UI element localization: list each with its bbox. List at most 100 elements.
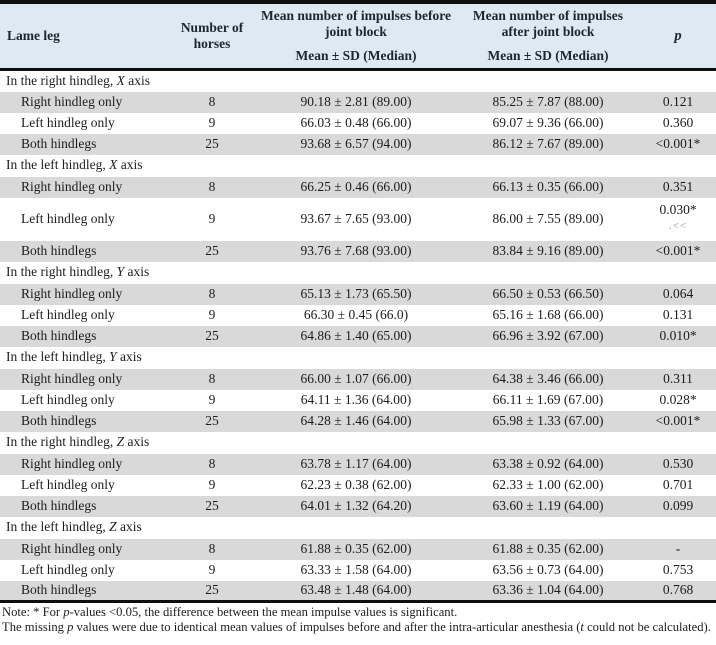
section-header-row: In the left hindleg, Z axis <box>0 516 716 539</box>
table-row: Right hindleg only 8 66.00 ± 1.07 (66.00… <box>0 368 716 390</box>
cell-p: 0.311 <box>640 368 716 390</box>
table-row: Right hindleg only 8 90.18 ± 2.81 (89.00… <box>0 91 716 113</box>
section-title-prefix: In the right hindleg, <box>6 72 117 88</box>
cell-p: 0.753 <box>662 561 694 577</box>
section-title-prefix: In the left hindleg, <box>6 519 110 535</box>
footnote-text: values were due to identical mean values… <box>73 620 581 635</box>
table-row: Both hindlegs 25 93.76 ± 7.68 (93.00) 83… <box>0 240 716 262</box>
column-header-lame-leg: Lame leg <box>0 2 168 71</box>
cell-horses: 9 <box>208 561 216 577</box>
cell-p: 0.030* .<< <box>640 198 716 241</box>
cell-p: <0.001* <box>640 240 716 262</box>
cell-horses: 9 <box>208 306 216 322</box>
cell-after: 83.84 ± 9.16 (89.00) <box>456 240 640 262</box>
cell-after: 85.25 ± 7.87 (88.00) <box>456 91 640 113</box>
cell-label: Left hindleg only <box>21 476 115 492</box>
section-axis: Y <box>116 264 125 280</box>
footnote-p-symbol: p <box>67 620 74 635</box>
cell-label: Left hindleg only <box>21 561 115 577</box>
cell-before: 63.48 ± 1.48 (64.00) <box>256 580 456 602</box>
section-title: In the right hindleg, Y axis <box>0 261 716 284</box>
cell-p: 0.360 <box>662 114 694 130</box>
cell-after: 65.16 ± 1.68 (66.00) <box>492 306 604 322</box>
section-title: In the right hindleg, Z axis <box>0 431 716 454</box>
table-header: Lame leg Number of horses Mean number of… <box>0 2 716 71</box>
cell-horses: 8 <box>168 453 256 475</box>
cell-label: Right hindleg only <box>0 283 168 305</box>
cell-after: 63.36 ± 1.04 (64.00) <box>456 580 640 602</box>
table-row: Right hindleg only 8 61.88 ± 0.35 (62.00… <box>0 538 716 560</box>
cell-label: Right hindleg only <box>0 176 168 198</box>
cell-label: Both hindlegs <box>0 325 168 347</box>
cell-label: Right hindleg only <box>0 453 168 475</box>
footnote-significance: Note: * For p-values <0.05, the differen… <box>2 605 713 620</box>
cell-horses: 8 <box>168 176 256 198</box>
before-subtitle: Mean ± SD (Median) <box>295 48 417 64</box>
section-axis: X <box>116 72 125 88</box>
table-row: Left hindleg only 9 62.23 ± 0.38 (62.00)… <box>0 475 716 496</box>
cell-before: 62.23 ± 0.38 (62.00) <box>300 476 412 492</box>
section-title-suffix: axis <box>124 72 150 88</box>
cell-p: - <box>640 538 716 560</box>
cell-horses: 9 <box>208 391 216 407</box>
cell-after: 86.12 ± 7.67 (89.00) <box>456 133 640 155</box>
cell-horses: 8 <box>168 91 256 113</box>
cell-p: 0.028* <box>659 391 697 407</box>
section-title: In the left hindleg, X axis <box>0 154 716 177</box>
cell-horses: 25 <box>168 133 256 155</box>
p-value: 0.030* <box>659 201 697 217</box>
footnote-text: could not be calculated). <box>583 620 711 635</box>
cell-horses: 9 <box>208 210 216 226</box>
cell-before: 64.28 ± 1.46 (64.00) <box>256 410 456 432</box>
cell-p: 0.131 <box>662 306 694 322</box>
footnote-text: The missing <box>2 620 68 635</box>
section-axis: X <box>109 157 118 173</box>
table-row: Left hindleg only 9 64.11 ± 1.36 (64.00)… <box>0 390 716 411</box>
section-title-prefix: In the left hindleg, <box>6 349 110 365</box>
cell-p: <0.001* <box>640 410 716 432</box>
after-title: Mean number of impulses after joint bloc… <box>472 8 624 39</box>
cell-before: 66.00 ± 1.07 (66.00) <box>256 368 456 390</box>
cell-horses: 25 <box>168 240 256 262</box>
cell-after: 63.38 ± 0.92 (64.00) <box>456 453 640 475</box>
footnote-text: Note: * For <box>2 605 64 619</box>
cell-before: 64.11 ± 1.36 (64.00) <box>300 391 412 407</box>
cell-p: 0.064 <box>640 283 716 305</box>
cell-after: 69.07 ± 9.36 (66.00) <box>492 114 604 130</box>
section-title-suffix: axis <box>116 349 142 365</box>
cell-label: Both hindlegs <box>0 133 168 155</box>
section-axis: Z <box>109 519 117 535</box>
section-header-row: In the right hindleg, Y axis <box>0 261 716 284</box>
p-value-artifact: .<< <box>668 220 688 232</box>
column-header-before-joint-block: Mean number of impulses before joint blo… <box>256 2 456 71</box>
section-title: In the left hindleg, Y axis <box>0 346 716 369</box>
cell-label: Right hindleg only <box>0 538 168 560</box>
table-row: Both hindlegs 25 64.28 ± 1.46 (64.00) 65… <box>0 410 716 432</box>
cell-before: 93.68 ± 6.57 (94.00) <box>256 133 456 155</box>
cell-before: 66.25 ± 0.46 (66.00) <box>256 176 456 198</box>
section-title-suffix: axis <box>124 264 150 280</box>
section-axis: Z <box>116 434 125 450</box>
cell-horses: 25 <box>168 410 256 432</box>
column-header-p-value: p <box>640 2 716 71</box>
table-footnotes: Note: * For p-values <0.05, the differen… <box>0 603 716 635</box>
table-row: Left hindleg only 9 63.33 ± 1.58 (64.00)… <box>0 560 716 581</box>
cell-after: 65.98 ± 1.33 (67.00) <box>456 410 640 432</box>
footnote-text: -values <0.05, the difference between th… <box>69 605 458 619</box>
cell-after: 66.13 ± 0.35 (66.00) <box>456 176 640 198</box>
cell-horses: 8 <box>168 283 256 305</box>
cell-label: Both hindlegs <box>0 495 168 517</box>
table-row: Both hindlegs 25 93.68 ± 6.57 (94.00) 86… <box>0 133 716 155</box>
cell-after: 66.11 ± 1.69 (67.00) <box>492 391 604 407</box>
cell-before: 63.78 ± 1.17 (64.00) <box>256 453 456 475</box>
cell-label: Right hindleg only <box>0 91 168 113</box>
cell-p: 0.351 <box>640 176 716 198</box>
cell-horses: 9 <box>208 114 216 130</box>
cell-p: 0.099 <box>640 495 716 517</box>
cell-label: Left hindleg only <box>21 306 115 322</box>
cell-after: 64.38 ± 3.46 (66.00) <box>456 368 640 390</box>
cell-label: Both hindlegs <box>0 410 168 432</box>
section-header-row: In the left hindleg, X axis <box>0 154 716 177</box>
table-row: Left hindleg only 9 66.03 ± 0.48 (66.00)… <box>0 113 716 134</box>
table-row: Both hindlegs 25 63.48 ± 1.48 (64.00) 63… <box>0 580 716 602</box>
